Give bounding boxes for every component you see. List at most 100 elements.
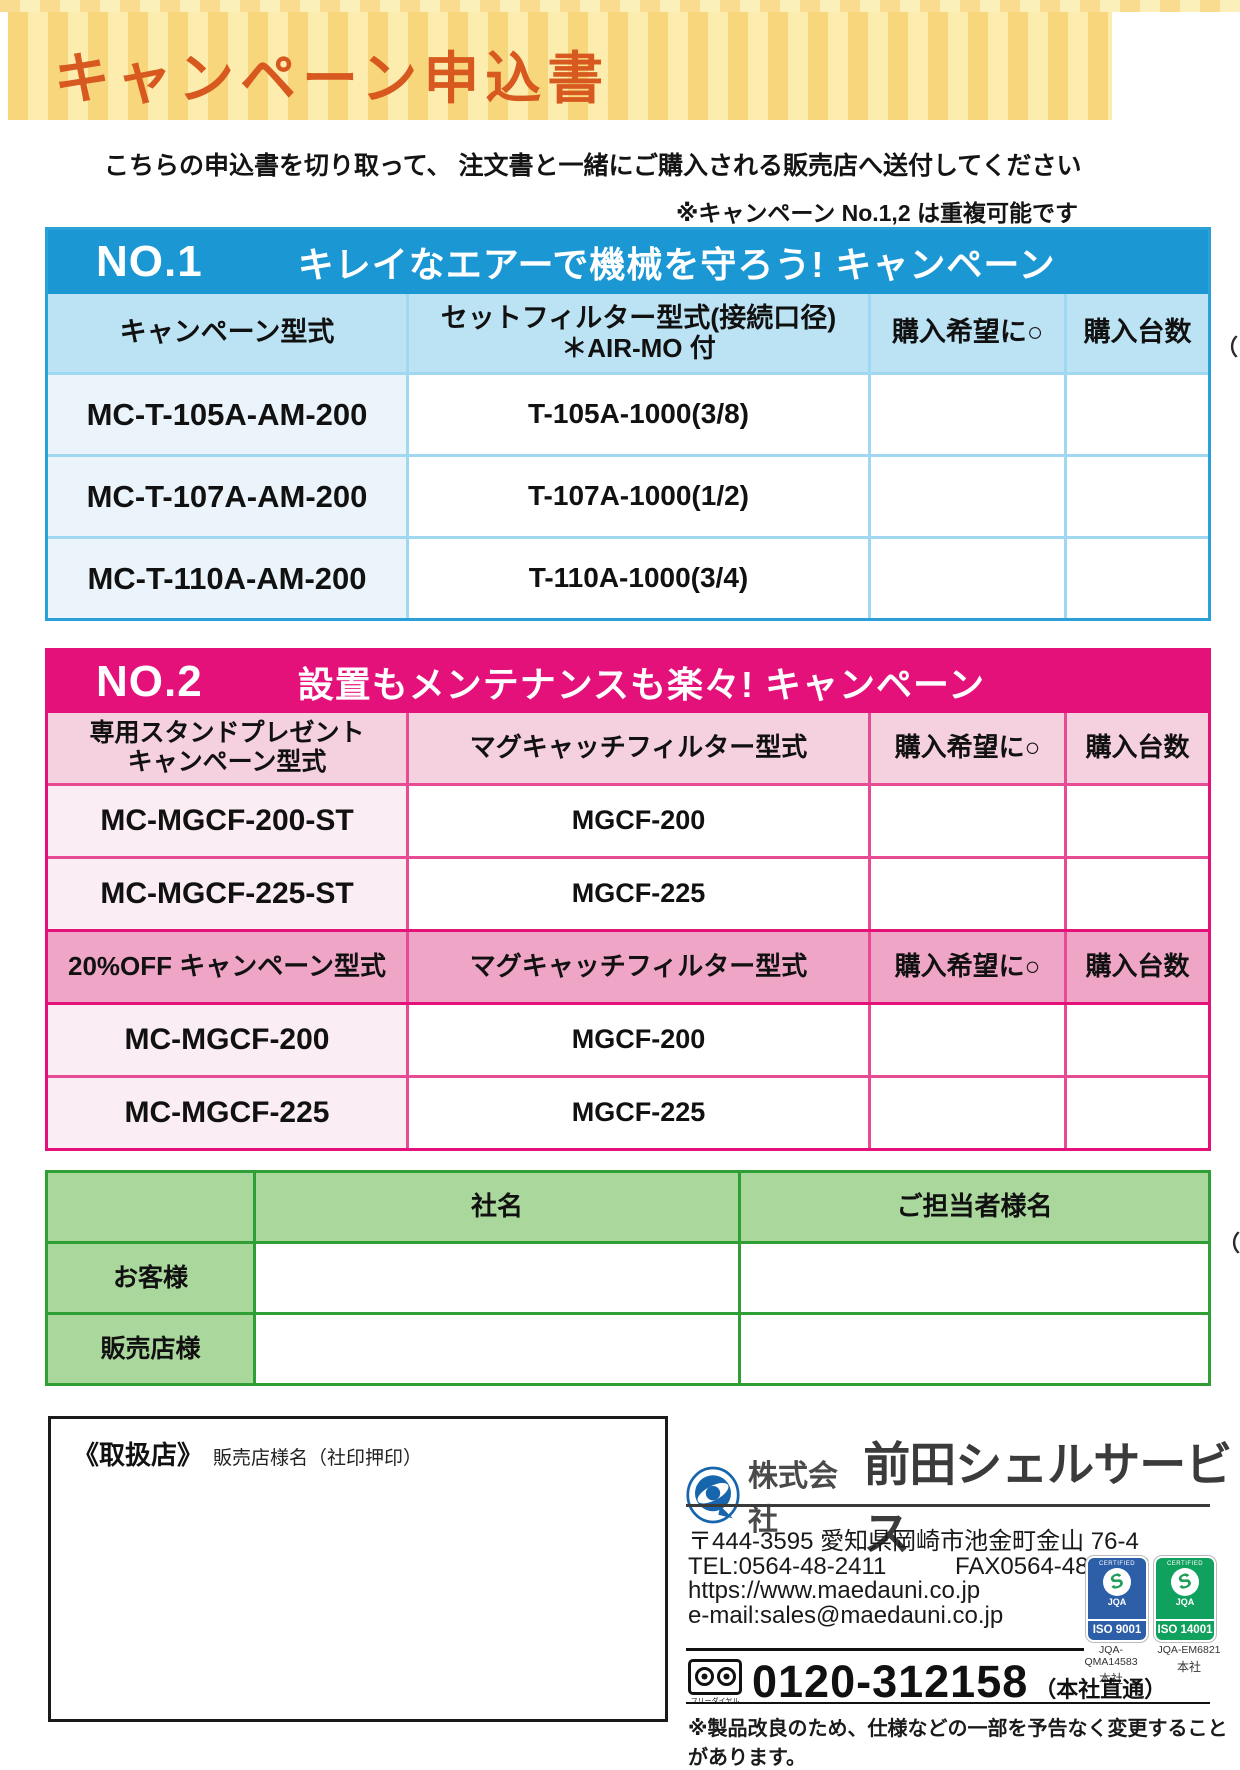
quantity-entry-cell[interactable] <box>1064 375 1208 454</box>
filter-cell: T-110A-1000(3/4) <box>406 539 868 618</box>
cert-office: 本社 <box>1098 1672 1123 1686</box>
jqa-swirl: S <box>1106 1569 1128 1595</box>
quantity-entry-cell[interactable] <box>1064 1078 1208 1148</box>
header-company-name: 社名 <box>253 1173 738 1241</box>
quantity-entry-cell[interactable] <box>1064 539 1208 618</box>
filter-cell: MGCF-225 <box>406 859 868 929</box>
contact-table: 社名 ご担当者様名 お客様 販売店様 <box>45 1170 1211 1386</box>
table-row: MC-T-105A-AM-200 T-105A-1000(3/8) <box>48 372 1208 454</box>
cert-number: JQA-QMA14583 <box>1084 1644 1138 1668</box>
header-quantity: 購入台数 <box>1064 294 1208 372</box>
instruction-text: こちらの申込書を切り取って、 注文書と一緒にご購入される販売店へ送付してください <box>104 152 1082 180</box>
iso14001-caption: JQA-EM6821 本社 <box>1154 1644 1224 1687</box>
header-stand-model: 専用スタンドプレゼント キャンペーン型式 <box>48 713 406 783</box>
freedial-divider-bottom <box>686 1702 1210 1704</box>
table-row: お客様 <box>48 1241 1208 1312</box>
table-row: MC-MGCF-200-ST MGCF-200 <box>48 783 1208 856</box>
header-quantity: 購入台数 <box>1064 713 1208 783</box>
header-magcatch: マグキャッチフィルター型式 <box>406 932 868 1002</box>
filter-cell: T-105A-1000(3/8) <box>406 375 868 454</box>
contact-header-row: 社名 ご担当者様名 <box>48 1173 1208 1241</box>
filter-cell: MGCF-200 <box>406 1005 868 1075</box>
table-row: MC-MGCF-225 MGCF-225 <box>48 1075 1208 1148</box>
model-cell: MC-T-105A-AM-200 <box>48 375 406 454</box>
campaign2-header-row: 専用スタンドプレゼント キャンペーン型式 マグキャッチフィルター型式 購入希望に… <box>48 713 1208 783</box>
header-filter-line1: セットフィルター型式(接続口径) <box>440 302 837 333</box>
company-logo-icon <box>686 1466 740 1524</box>
freedial-icon <box>688 1658 742 1695</box>
header-purchase-circle: 購入希望に○ <box>868 932 1064 1002</box>
website-url: https://www.maedauni.co.jp <box>688 1577 981 1604</box>
header-purchase-circle: 購入希望に○ <box>868 713 1064 783</box>
jqa-swirl: S <box>1174 1569 1196 1595</box>
table-row: 販売店様 <box>48 1312 1208 1383</box>
iso14001-badge-icon: CERTIFIED S JQA ISO 14001 <box>1154 1556 1216 1642</box>
header-magcatch: マグキャッチフィルター型式 <box>406 713 868 783</box>
campaign2-number: NO.2 <box>96 657 203 706</box>
jqa-emblem-icon: S <box>1171 1568 1199 1596</box>
model-cell: MC-T-110A-AM-200 <box>48 539 406 618</box>
header-person-name: ご担当者様名 <box>738 1173 1208 1241</box>
badge-certified-text: CERTIFIED <box>1098 1561 1136 1567</box>
purchase-circle-entry-cell[interactable] <box>868 1005 1064 1075</box>
table-row: MC-T-107A-AM-200 T-107A-1000(1/2) <box>48 454 1208 536</box>
company-name-entry-cell[interactable] <box>253 1244 738 1312</box>
header-stand-line1: 専用スタンドプレゼント <box>89 719 365 748</box>
quantity-entry-cell[interactable] <box>1064 786 1208 856</box>
purchase-circle-entry-cell[interactable] <box>868 859 1064 929</box>
header-filter-line2: ＊AIR-MO 付 <box>561 332 716 363</box>
campaign1-header-row: キャンペーン型式 セットフィルター型式(接続口径) ＊AIR-MO 付 購入希望… <box>48 294 1208 372</box>
table-row: MC-MGCF-225-ST MGCF-225 <box>48 856 1208 929</box>
dealer-box-heading: 《取扱店》 販売店様名（社印押印） <box>73 1435 665 1472</box>
header-stand-line2: キャンペーン型式 <box>127 748 327 776</box>
freedial-row: フリーダイヤル 0120-312158 （本社直通） <box>688 1656 1166 1708</box>
header-20off-model: 20%OFF キャンペーン型式 <box>48 932 406 1002</box>
dealer-box-subtitle: 販売店様名（社印押印） <box>213 1448 423 1469</box>
model-cell: MC-MGCF-200 <box>48 1005 406 1075</box>
table-row: MC-T-110A-AM-200 T-110A-1000(3/4) <box>48 536 1208 618</box>
campaign2-title-band: NO.2 設置もメンテナンスも楽々! キャンペーン <box>48 651 1208 713</box>
campaign2-title: 設置もメンテナンスも楽々! キャンペーン <box>297 664 986 705</box>
campaign1-table: NO.1 キレイなエアーで機械を守ろう! キャンペーン キャンペーン型式 セット… <box>45 227 1211 621</box>
campaign2-table: NO.2 設置もメンテナンスも楽々! キャンペーン 専用スタンドプレゼント キャ… <box>45 648 1211 1151</box>
quantity-entry-cell[interactable] <box>1064 1005 1208 1075</box>
jqa-emblem-icon: S <box>1103 1568 1131 1596</box>
purchase-circle-entry-cell[interactable] <box>868 1078 1064 1148</box>
duplication-note: ※キャンペーン No.1,2 は重複可能です <box>675 200 1078 226</box>
postal-address: 〒444-3595 愛知県岡崎市池金町金山 76-4 <box>688 1528 1139 1555</box>
company-name-entry-cell[interactable] <box>253 1315 738 1383</box>
quantity-entry-cell[interactable] <box>1064 457 1208 536</box>
quantity-entry-cell[interactable] <box>1064 859 1208 929</box>
iso9001-label: ISO 9001 <box>1088 1619 1146 1640</box>
top-edge-stripe <box>0 0 1240 12</box>
header-model: キャンペーン型式 <box>48 294 406 372</box>
freedial-label: フリーダイヤル <box>690 1697 740 1705</box>
iso-captions: JQA-QMA14583 本社 JQA-EM6821 本社 <box>1076 1644 1224 1687</box>
campaign2-second-header-row: 20%OFF キャンペーン型式 マグキャッチフィルター型式 購入希望に○ 購入台… <box>48 929 1208 1002</box>
row-label-dealer: 販売店様 <box>48 1315 253 1383</box>
table-row: MC-MGCF-200 MGCF-200 <box>48 1002 1208 1075</box>
tel-number: TEL:0564-48-2411 <box>688 1552 887 1580</box>
fold-mark: （ <box>1218 1231 1240 1256</box>
email-address: e-mail:sales@maedauni.co.jp <box>688 1601 1004 1629</box>
dial-ring-icon <box>716 1667 736 1686</box>
tel-fax-line: TEL:0564-48-2411 FAX0564-48-6252 <box>688 1552 1150 1580</box>
iso9001-badge-icon: CERTIFIED S JQA ISO 9001 <box>1086 1556 1148 1642</box>
purchase-circle-entry-cell[interactable] <box>868 375 1064 454</box>
contact-header-corner <box>48 1173 253 1241</box>
company-underline <box>686 1504 1210 1507</box>
dealer-stamp-box[interactable]: 《取扱店》 販売店様名（社印押印） <box>48 1416 668 1722</box>
purchase-circle-entry-cell[interactable] <box>868 786 1064 856</box>
freedial-number: 0120-312158 <box>752 1656 1029 1707</box>
purchase-circle-entry-cell[interactable] <box>868 457 1064 536</box>
person-name-entry-cell[interactable] <box>738 1315 1208 1383</box>
iso9001-caption: JQA-QMA14583 本社 <box>1076 1644 1146 1687</box>
title-banner: キャンペーン申込書 <box>8 12 1112 120</box>
header-purchase-circle: 購入希望に○ <box>868 294 1064 372</box>
dial-ring-icon <box>694 1667 714 1686</box>
person-name-entry-cell[interactable] <box>738 1244 1208 1312</box>
iso-badges: CERTIFIED S JQA ISO 9001 CERTIFIED S JQA… <box>1086 1556 1216 1642</box>
company-logo-row: 株式会社 前田シェルサービス <box>686 1426 1240 1564</box>
purchase-circle-entry-cell[interactable] <box>868 539 1064 618</box>
iso14001-label: ISO 14001 <box>1156 1619 1214 1640</box>
